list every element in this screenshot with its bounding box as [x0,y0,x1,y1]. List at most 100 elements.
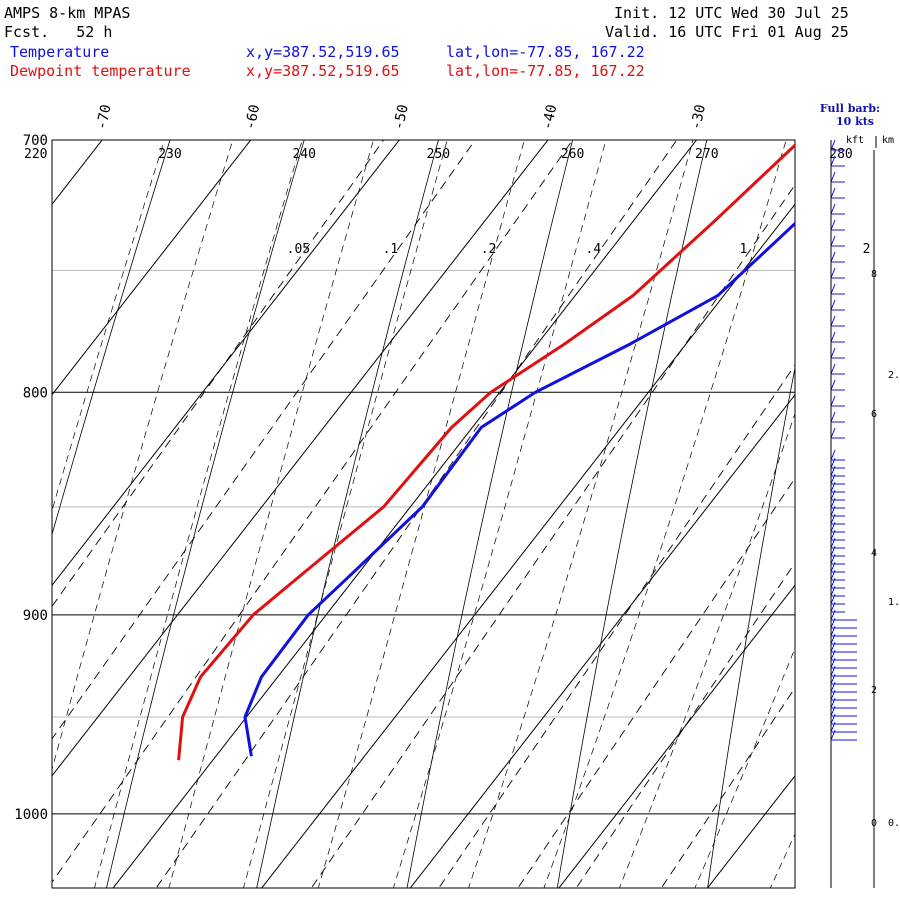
dry-adiabat [556,140,708,888]
kft-tick-8: 8 [871,269,877,280]
valid-value: 16 UTC Fri 01 Aug 25 [668,23,849,41]
moist-adiabat [828,85,900,900]
wind-barb-flag [830,235,836,247]
mixing-ratio-line [660,687,795,888]
sounding-traces [177,143,795,761]
isotherm [52,140,252,396]
moist-adiabat [52,140,234,771]
wind-barb-flag [830,171,836,183]
wind-barb-flag [830,395,836,407]
axis-labels: 700 800 900 1000 -70 -60 -50 -40 -30 220 230 240 250… [14,103,871,823]
wind-barb-flag [830,625,836,637]
mixing-ratio-label: .1 [383,242,399,257]
wind-barb-flag [830,617,836,629]
kft-label: kft [846,135,864,146]
wind-barb-flag [830,219,836,231]
kft-tick-0: 0 [871,818,877,829]
dewpoint-trace [177,143,795,761]
mixing-ratio-label: 1 [740,242,748,257]
isotherm [52,140,400,587]
pressure-tick-label: 800 [23,385,48,401]
model-title: AMPS 8-km MPAS [4,4,131,22]
km-tick-2: 2. [888,370,900,381]
dry-adiabat [52,140,171,537]
wind-barb-flag [830,521,836,533]
moist-adiabat [619,412,795,888]
mixing-ratio-label: 2 [863,242,871,257]
wind-barb-flag [830,251,836,263]
forecast-label-text: Fcst. [4,23,50,41]
wind-barb-flag [830,331,836,343]
mixing-ratio-line [438,364,795,888]
wind-barb-flag [830,697,836,709]
wind-barb-flag [830,681,836,693]
wind-barb-flag [830,155,836,167]
isotherm-label: -30 [688,103,709,131]
isotherm [706,774,795,888]
km-tick-0: 0. [888,818,900,829]
wind-barb-flag [830,673,836,685]
wind-barb-flag [830,505,836,517]
moist-adiabat [94,140,303,888]
wind-barb-flag [830,139,836,151]
moist-adiabat [694,647,795,888]
forecast-hours: 52 h [76,23,113,41]
wind-barb-flag [830,497,836,509]
init-label: Init. [614,4,660,22]
wind-barb-flag [830,379,836,391]
isotherm-label: -60 [242,103,263,131]
pressure-tick-label: 1000 [14,807,48,823]
mixing-ratio-line [575,562,795,888]
mixing-ratio-label: .2 [481,242,497,257]
valid-time: Valid. 16 UTC Fri 01 Aug 25 [605,23,849,41]
km-tick-1: 1. [888,597,900,608]
init-time: Init. 12 UTC Wed 30 Jul 25 [614,4,849,22]
wind-barb-flag [830,633,836,645]
wind-barb-flag [830,283,836,295]
temperature-trace [243,221,795,757]
wind-barb-flag [830,585,836,597]
wind-barb-flag [830,299,836,311]
wind-barb-flag [830,729,836,741]
wind-barb-flag [830,513,836,525]
wind-barb-flag [830,577,836,589]
wind-barb-flag [830,473,836,485]
wind-barb-flag [830,203,836,215]
wind-barb-flag [830,553,836,565]
mixing-ratio-line [310,183,795,888]
isotherm [828,85,900,900]
theta-label: 220 [24,147,47,162]
mixing-ratio-line [155,140,678,888]
wind-barb-flag [830,641,836,653]
wind-legend-line1: Full barb: [820,102,880,115]
dry-adiabat [256,140,439,888]
wind-barb-flag [830,411,836,423]
km-label: km [882,135,894,146]
kft-tick-4: 4 [871,548,877,559]
moist-adiabat [52,140,165,512]
valid-label: Valid. [605,23,660,41]
wind-barb-flag [830,315,836,327]
pressure-tick-label: 900 [23,608,48,624]
wind-barb-flag [830,601,836,613]
mixing-ratio-line [52,140,476,740]
mixing-ratio-label: .05 [287,242,310,257]
dry-adiabat [854,85,900,900]
wind-barb-flag [830,569,836,581]
wind-barb-flag [830,537,836,549]
legend-temperature-latlon: lat,lon=-77.85, 167.22 [446,43,645,61]
isotherm [261,203,795,888]
wind-barb-flag [830,657,836,669]
legend-temperature-name: Temperature [10,43,110,61]
wind-barbs [830,139,857,741]
wind-barb-flag [830,489,836,501]
background-lines [52,85,900,900]
theta-label: 280 [829,147,852,162]
isotherm-label: -50 [391,103,412,131]
moist-adiabat [243,140,448,888]
wind-barb-flag [830,481,836,493]
wind-barb-flag [830,529,836,541]
mixing-ratio-label: .4 [586,242,602,257]
theta-label: 250 [427,147,450,162]
